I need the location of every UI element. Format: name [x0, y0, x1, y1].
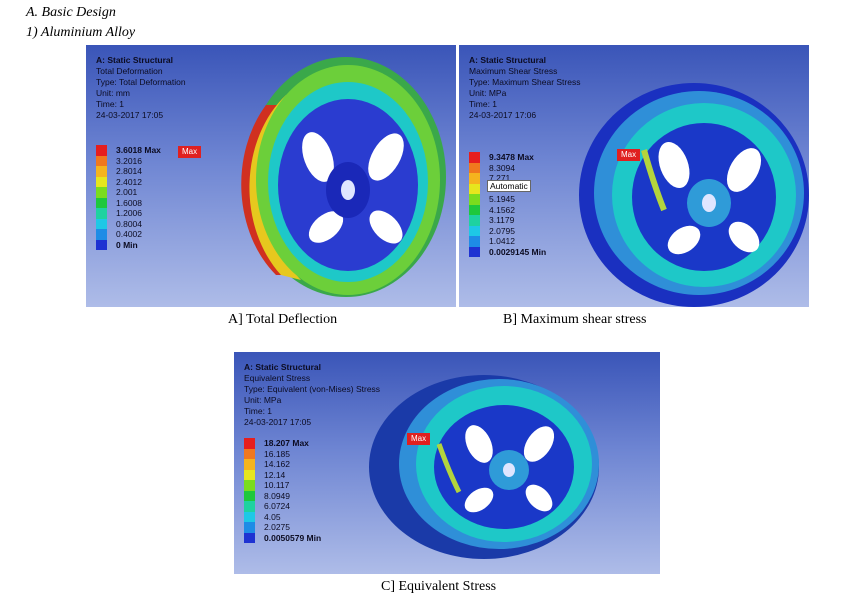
legend-row: 0 Min: [96, 239, 161, 250]
max-marker: Max: [178, 146, 202, 158]
legend-row: 18.207 Max: [244, 438, 321, 449]
legend-swatch: [244, 459, 255, 470]
info-line: Unit: MPa: [469, 88, 507, 98]
legend-swatch: [244, 522, 255, 533]
info-line: Equivalent Stress: [244, 373, 311, 383]
legend-row: 10.117: [244, 480, 321, 491]
legend-row: 14.162: [244, 459, 321, 470]
info-line: 24-03-2017 17:05: [96, 110, 164, 120]
legend-swatch: [244, 511, 255, 522]
legend-swatch: [96, 197, 107, 208]
legend-swatch: [469, 215, 480, 226]
legend-swatch: [469, 162, 480, 173]
legend-row: 8.3094: [469, 162, 546, 173]
max-marker: Max: [407, 433, 431, 445]
info-line: Unit: mm: [96, 88, 130, 98]
legend-swatch: [244, 438, 255, 449]
legend-swatch: [244, 480, 255, 491]
legend-row: 2.0275: [244, 522, 321, 533]
legend-swatch: [244, 469, 255, 480]
info-line: Unit: MPa: [244, 395, 282, 405]
legend-swatch: [469, 236, 480, 247]
legend-row: 3.6018 Max: [96, 145, 161, 156]
legend-swatch: [469, 173, 480, 184]
legend-row: 6.0724: [244, 501, 321, 512]
deformation-panel: A: Static Structural Total Deformation T…: [86, 45, 456, 307]
info-line: A: Static Structural: [96, 55, 173, 65]
info-line: Time: 1: [469, 99, 498, 109]
legend-swatch: [96, 155, 107, 166]
wheel-deformation-image: [241, 57, 446, 297]
info-line: 24-03-2017 17:06: [469, 110, 537, 120]
info-line: 24-03-2017 17:05: [244, 417, 312, 427]
figure-caption: C] Equivalent Stress: [381, 579, 497, 594]
legend-row: 3.1179: [469, 215, 546, 226]
legend-row: 2.8014: [96, 166, 161, 177]
legend-row: 16.185: [244, 448, 321, 459]
legend-row: 7.271: [469, 173, 546, 184]
legend-row: 9.3478 Max: [469, 152, 546, 163]
info-line: A: Static Structural: [244, 362, 321, 372]
info-line: Maximum Shear Stress: [469, 66, 558, 76]
legend-swatch: [469, 152, 480, 163]
info-line: Type: Total Deformation: [96, 77, 186, 87]
wheel-shear-image: [579, 83, 809, 307]
info-line: A: Static Structural: [469, 55, 546, 65]
info-line: Type: Maximum Shear Stress: [469, 77, 581, 87]
color-legend: 3.6018 Max 3.2016 2.8014 2.4012 2.001 1.…: [96, 145, 161, 250]
legend-row: 1.0412: [469, 236, 546, 247]
legend-row: 0.8004: [96, 218, 161, 229]
legend-row: 3.2016: [96, 155, 161, 166]
legend-row: 1.6008: [96, 197, 161, 208]
max-marker: Max: [617, 149, 641, 161]
legend-row: 0.4002: [96, 229, 161, 240]
figure-caption: B] Maximum shear stress: [503, 312, 647, 327]
wheel-equivalent-image: [369, 375, 599, 559]
legend-row: 4.1562: [469, 204, 546, 215]
legend-swatch: [469, 204, 480, 215]
legend-swatch: [469, 225, 480, 236]
legend-swatch: [96, 229, 107, 240]
info-line: Time: 1: [244, 406, 273, 416]
legend-swatch: [96, 208, 107, 219]
info-line: Type: Equivalent (von-Mises) Stress: [244, 384, 381, 394]
legend-row: 2.4012: [96, 176, 161, 187]
legend-row: 0.0050579 Min: [244, 532, 321, 543]
legend-swatch: [469, 183, 480, 194]
legend-swatch: [244, 448, 255, 459]
legend-swatch: [96, 166, 107, 177]
legend-row: 12.14: [244, 469, 321, 480]
legend-swatch: [96, 187, 107, 198]
legend-row: 4.05: [244, 511, 321, 522]
legend-row: 8.0949: [244, 490, 321, 501]
section-heading: A. Basic Design: [26, 5, 116, 20]
color-legend: 9.3478 Max 8.3094 7.271 6.2328 5.1945 4.…: [469, 152, 546, 257]
info-line: Time: 1: [96, 99, 125, 109]
legend-swatch: [244, 532, 255, 543]
subsection-heading: 1) Aluminium Alloy: [26, 25, 136, 40]
legend-row: 2.0795: [469, 225, 546, 236]
legend-swatch: [244, 490, 255, 501]
legend-row: 2.001: [96, 187, 161, 198]
result-info: A: Static Structural Equivalent Stress T…: [244, 362, 380, 428]
legend-row: 0.0029145 Min: [469, 246, 546, 257]
automatic-tooltip: Automatic: [487, 180, 531, 192]
figure-caption: A] Total Deflection: [228, 312, 338, 327]
legend-swatch: [96, 145, 107, 156]
legend-swatch: [96, 239, 107, 250]
legend-swatch: [96, 218, 107, 229]
legend-row: 5.1945: [469, 194, 546, 205]
color-legend: 18.207 Max 16.185 14.162 12.14 10.117 8.…: [244, 438, 321, 543]
result-info: A: Static Structural Total Deformation T…: [96, 55, 186, 121]
equivalent-stress-panel: A: Static Structural Equivalent Stress T…: [234, 352, 660, 574]
legend-swatch: [469, 194, 480, 205]
result-info: A: Static Structural Maximum Shear Stres…: [469, 55, 580, 121]
legend-swatch: [244, 501, 255, 512]
info-line: Total Deformation: [96, 66, 163, 76]
legend-swatch: [96, 176, 107, 187]
legend-row: 1.2006: [96, 208, 161, 219]
shear-stress-panel: A: Static Structural Maximum Shear Stres…: [459, 45, 809, 307]
legend-swatch: [469, 246, 480, 257]
